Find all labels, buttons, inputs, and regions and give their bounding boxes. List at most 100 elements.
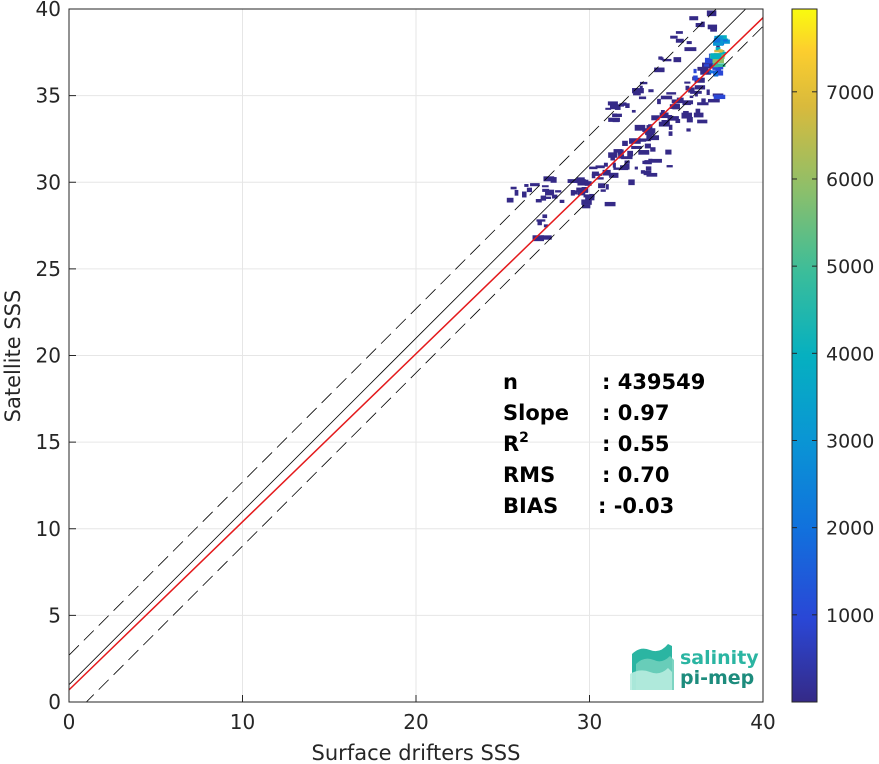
density-cell <box>605 184 609 190</box>
density-cell <box>694 85 706 90</box>
stat-label: R2 <box>503 430 529 456</box>
density-cell <box>608 152 618 158</box>
x-tick-label: 40 <box>750 710 775 734</box>
density-cell <box>598 183 606 189</box>
colorbar-tick-label: 6000 <box>826 169 874 191</box>
density-cell <box>514 189 519 196</box>
density-cell <box>646 172 658 177</box>
density-cell <box>567 179 577 183</box>
density-cell <box>713 94 726 100</box>
density-cell <box>613 167 623 170</box>
density-cell <box>660 68 665 72</box>
density-cell <box>543 224 548 228</box>
x-tick-label: 30 <box>577 710 602 734</box>
density-cell <box>666 165 673 168</box>
salinity-pi-mep-logo: salinity pi-mep <box>630 644 759 690</box>
density-cell <box>670 35 678 39</box>
density-cell <box>689 95 694 99</box>
plus-band-line <box>69 9 717 656</box>
density-cell <box>536 219 546 222</box>
density-cell <box>645 166 652 171</box>
density-cell <box>716 67 720 71</box>
density-cell <box>710 27 717 32</box>
density-cell <box>642 129 646 132</box>
density-cell <box>644 128 656 134</box>
density-cell <box>675 31 683 34</box>
density-cell <box>589 193 594 197</box>
density-cell <box>671 99 678 104</box>
density-cell <box>620 165 629 171</box>
density-cell <box>718 49 723 53</box>
density-cell <box>701 98 706 103</box>
colorbar <box>791 8 818 703</box>
density-cell <box>661 120 670 125</box>
stat-value: : 0.97 <box>602 401 670 425</box>
density-cell <box>600 189 606 192</box>
stat-label: RMS <box>503 463 555 487</box>
density-cell <box>618 154 625 159</box>
y-tick-label: 35 <box>36 84 61 108</box>
density-cell <box>634 124 646 131</box>
density-cell <box>660 95 673 100</box>
density-cell <box>543 176 555 182</box>
density-cell <box>570 190 575 196</box>
density-cell <box>634 166 638 170</box>
density-cell <box>662 114 673 118</box>
density-cell <box>614 104 621 110</box>
density-cell <box>665 149 672 155</box>
x-tick-label: 20 <box>403 710 428 734</box>
density-cell <box>714 35 724 40</box>
density-cell <box>676 97 684 104</box>
density-cell <box>686 41 692 45</box>
density-cell <box>713 40 724 46</box>
stat-value: : 0.70 <box>602 463 670 487</box>
reference-lines <box>69 9 763 702</box>
stat-value: : -0.03 <box>598 494 674 518</box>
stat-value: : 439549 <box>602 370 705 394</box>
colorbar-tick-label: 5000 <box>826 256 874 278</box>
density-cell <box>707 24 718 30</box>
density-cell <box>707 98 720 103</box>
density-cell <box>591 171 599 176</box>
density-cell <box>614 113 622 117</box>
density-cell <box>688 87 695 93</box>
density-cell <box>639 81 648 85</box>
y-tick-label: 15 <box>36 430 61 454</box>
density-cell <box>522 191 527 198</box>
density-cell <box>686 116 693 123</box>
density-cell <box>607 101 618 106</box>
density-cell <box>714 49 720 53</box>
density-cell <box>612 162 616 168</box>
density-cell <box>541 185 549 188</box>
density-cell <box>704 64 709 67</box>
density-cell <box>719 39 728 42</box>
density-cell <box>704 57 716 64</box>
density-cell <box>695 108 701 114</box>
density-cell <box>675 118 681 124</box>
density-cell <box>709 70 717 74</box>
density-cell <box>685 85 690 91</box>
density-cell <box>625 103 630 108</box>
density-cell <box>694 77 705 83</box>
density-cell <box>667 116 679 121</box>
density-cell <box>672 103 680 110</box>
y-axis-title: Satellite SSS <box>1 290 25 423</box>
minus-band-line <box>85 26 763 702</box>
density-cell <box>627 150 634 157</box>
density-cell <box>648 135 660 141</box>
density-cell <box>612 113 618 118</box>
y-tick-label: 5 <box>48 603 61 627</box>
stat-label: n <box>503 370 518 394</box>
density-cell <box>608 173 617 177</box>
density-cell <box>719 51 727 54</box>
density-cell <box>693 112 704 118</box>
density-cell <box>660 57 664 61</box>
density-cell <box>651 115 660 121</box>
density-cell <box>639 85 643 91</box>
density-cell <box>537 221 542 226</box>
density-cell <box>651 158 662 163</box>
density-cell <box>603 162 608 167</box>
density-cell <box>693 75 698 81</box>
density-cell <box>658 56 663 60</box>
